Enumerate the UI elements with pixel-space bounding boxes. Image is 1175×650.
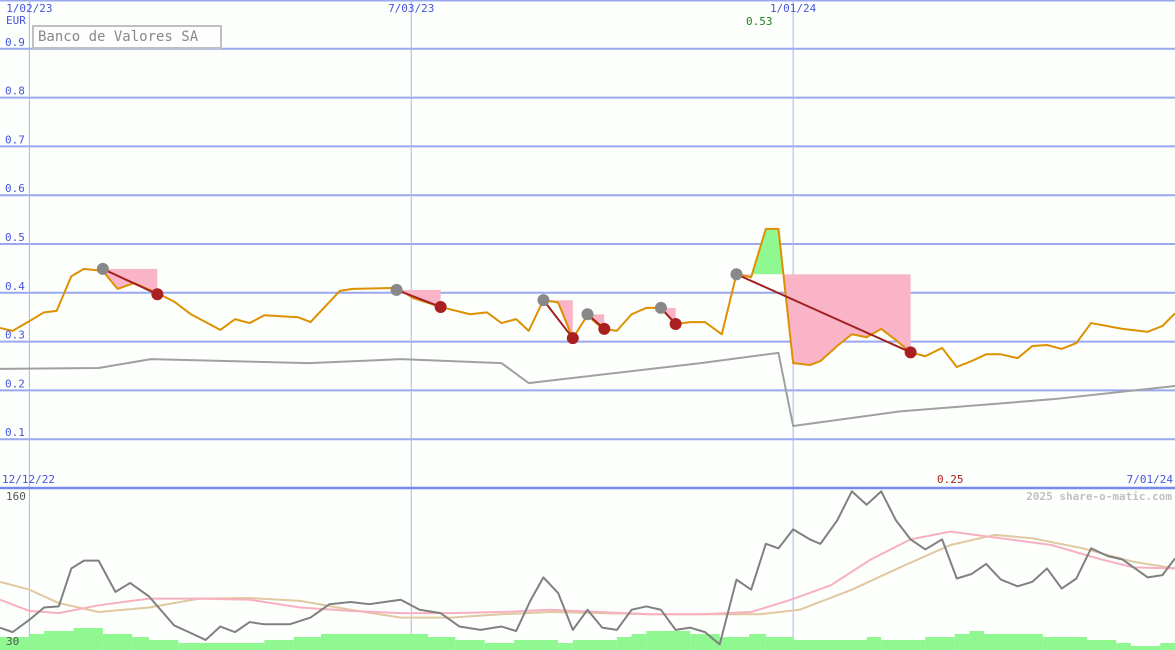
volume-bar <box>0 637 30 650</box>
sell-marker <box>151 288 164 301</box>
volume-bar <box>148 640 179 650</box>
average-line <box>0 351 1175 428</box>
loss-area <box>543 300 573 339</box>
volume-bar <box>132 637 149 650</box>
osc-end-date: 7/01/24 <box>1127 473 1174 486</box>
trade-line <box>542 299 574 339</box>
ytick-label: 0.3 <box>5 329 25 342</box>
ytick-label: 0.8 <box>5 85 25 98</box>
osc-ytick-30: 30 <box>6 635 19 648</box>
oscillator-line <box>0 490 1175 646</box>
ytick-label: 0.9 <box>5 36 25 49</box>
volume-bar <box>1130 646 1161 650</box>
volume-bar <box>749 634 766 650</box>
buy-marker <box>537 294 550 307</box>
ytick-label: 0.5 <box>5 231 25 244</box>
osc-start-date: 12/12/22 <box>2 473 55 486</box>
volume-bar <box>616 637 632 650</box>
volume-bar <box>428 637 456 650</box>
sell-marker <box>434 300 447 313</box>
volume-bar <box>719 637 750 650</box>
volume-bar <box>925 637 955 650</box>
gain-area <box>736 228 911 275</box>
volume-bar <box>631 634 647 650</box>
buy-marker <box>654 301 667 314</box>
volume-bar <box>954 634 970 650</box>
max-price-label: 0.53 <box>746 15 773 28</box>
xtick-label: 1/01/24 <box>770 2 817 15</box>
trade-line <box>736 273 912 354</box>
volume-bar <box>1086 640 1117 650</box>
volume-bar <box>765 637 794 650</box>
volume-bar <box>1042 637 1087 650</box>
volume-bar <box>969 631 985 650</box>
volume-bar <box>572 640 617 650</box>
buy-marker <box>581 308 594 321</box>
trade-line <box>396 288 441 308</box>
buy-marker <box>96 262 109 275</box>
volume-bar <box>793 640 867 650</box>
volume-bar <box>44 631 74 650</box>
osc-ytick-160: 160 <box>6 490 26 503</box>
buy-marker <box>730 268 743 281</box>
ytick-label: 0.4 <box>5 280 25 293</box>
xtick-label: 7/03/23 <box>388 2 434 15</box>
volume-bar <box>646 631 691 650</box>
volume-bar <box>1116 643 1131 650</box>
trade-line <box>102 267 158 296</box>
volume-bar <box>73 628 103 650</box>
volume-bar <box>866 637 882 650</box>
chart-title: Banco de Valores SA <box>32 25 222 49</box>
ytick-label: 0.7 <box>5 133 25 146</box>
trade-markers <box>96 262 917 359</box>
series-lines <box>0 227 1175 646</box>
y-unit-label: EUR <box>6 14 26 27</box>
price-line <box>0 227 1175 368</box>
volume-bars <box>0 628 1175 650</box>
volume-bar <box>264 640 294 650</box>
volume-bar <box>102 634 133 650</box>
volume-bar <box>881 640 926 650</box>
ytick-label: 0.2 <box>5 377 25 390</box>
sell-marker <box>566 332 579 345</box>
loss-area <box>736 274 911 366</box>
sell-marker <box>598 322 611 335</box>
volume-bar <box>321 634 429 650</box>
sell-marker <box>904 346 917 359</box>
ytick-label: 0.6 <box>5 182 25 195</box>
buy-marker <box>390 283 403 296</box>
volume-bar <box>514 640 559 650</box>
volume-bar <box>1160 643 1175 650</box>
volume-bar <box>178 643 265 650</box>
sell-marker <box>669 318 682 331</box>
min-price-label: 0.25 <box>937 473 964 486</box>
volume-bar <box>455 640 485 650</box>
volume-bar <box>29 634 45 650</box>
volume-bar <box>984 634 1043 650</box>
volume-bar <box>293 637 322 650</box>
ytick-label: 0.1 <box>5 426 25 439</box>
volume-bar <box>558 643 573 650</box>
xtick-label: 1/02/23 <box>6 2 52 15</box>
watermark: 2025 share-o-matic.com <box>1026 490 1172 503</box>
fast-oscillator-line <box>0 530 1175 616</box>
volume-bar <box>484 643 515 650</box>
